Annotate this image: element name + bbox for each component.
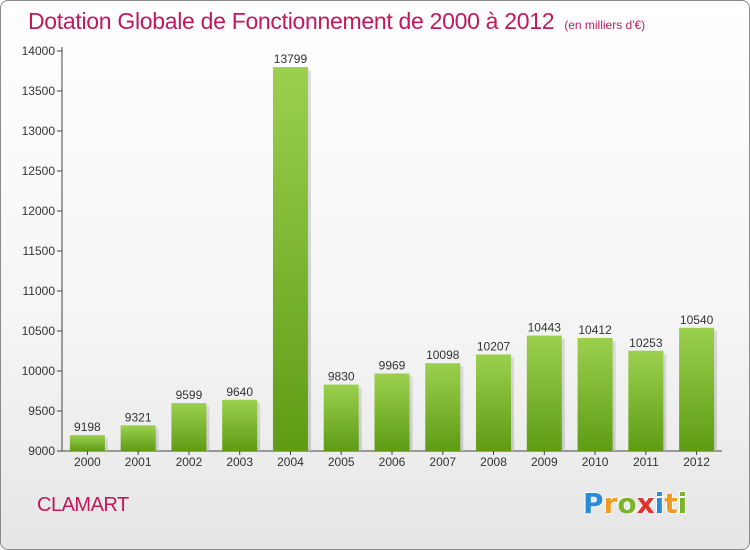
bar bbox=[222, 399, 258, 451]
commune-name: CLAMART bbox=[37, 494, 129, 516]
bar bbox=[679, 327, 715, 451]
y-tick-label: 12000 bbox=[22, 204, 56, 218]
y-tick-label: 11000 bbox=[23, 284, 56, 298]
data-label: 10253 bbox=[629, 336, 663, 350]
y-tick-label: 10000 bbox=[22, 364, 56, 378]
data-label: 9830 bbox=[328, 370, 355, 384]
proxiti-logo: Proxiti bbox=[583, 487, 687, 520]
x-tick-label: 2009 bbox=[531, 455, 558, 469]
y-tick-label: 9500 bbox=[28, 404, 55, 418]
x-tick-label: 2005 bbox=[328, 455, 355, 469]
bar bbox=[425, 363, 461, 451]
data-label: 10540 bbox=[680, 313, 714, 327]
bar bbox=[374, 373, 410, 451]
bar bbox=[323, 384, 359, 451]
data-label: 9599 bbox=[176, 388, 203, 402]
y-tick-label: 13000 bbox=[22, 124, 56, 138]
x-tick-label: 2000 bbox=[74, 455, 101, 469]
x-tick-label: 2002 bbox=[176, 455, 203, 469]
bar bbox=[120, 425, 156, 451]
x-tick-label: 2008 bbox=[480, 455, 507, 469]
logo-letter: i bbox=[677, 487, 688, 520]
bar bbox=[628, 350, 664, 451]
x-tick-label: 2004 bbox=[277, 455, 304, 469]
y-tick-label: 11500 bbox=[23, 244, 56, 258]
data-label: 9969 bbox=[379, 358, 406, 372]
unit-text: (en milliers d'€) bbox=[564, 18, 646, 32]
data-label: 9321 bbox=[125, 410, 152, 424]
bar bbox=[526, 335, 562, 451]
bar bbox=[272, 67, 308, 451]
y-tick-label: 12500 bbox=[22, 164, 56, 178]
x-tick-label: 2011 bbox=[633, 455, 659, 469]
data-label: 9198 bbox=[74, 420, 101, 434]
logo-letter: t bbox=[664, 487, 678, 520]
data-label: 10098 bbox=[426, 348, 460, 362]
chart-title: Dotation Globale de Fonctionnement de 20… bbox=[28, 8, 645, 35]
x-tick-label: 2001 bbox=[125, 455, 152, 469]
x-tick-label: 2010 bbox=[582, 455, 609, 469]
bar bbox=[476, 354, 512, 451]
data-label: 10443 bbox=[528, 321, 562, 335]
x-tick-label: 2003 bbox=[226, 455, 253, 469]
data-label: 13799 bbox=[274, 52, 308, 66]
y-tick-label: 14000 bbox=[22, 44, 56, 58]
bar bbox=[577, 338, 613, 451]
y-tick-label: 9000 bbox=[28, 444, 55, 458]
x-tick-label: 2012 bbox=[683, 455, 710, 469]
title-text: Dotation Globale de Fonctionnement de 20… bbox=[28, 8, 555, 34]
logo-letter: i bbox=[654, 487, 665, 520]
y-tick-label: 13500 bbox=[22, 84, 56, 98]
bar bbox=[171, 403, 207, 451]
logo-letter: r bbox=[603, 487, 618, 520]
data-label: 10412 bbox=[578, 323, 612, 337]
x-tick-label: 2007 bbox=[429, 455, 456, 469]
x-tick-label: 2006 bbox=[379, 455, 406, 469]
data-label: 10207 bbox=[477, 339, 511, 353]
logo-letter: P bbox=[583, 487, 604, 520]
logo-letter: x bbox=[636, 487, 655, 520]
bar bbox=[69, 435, 105, 451]
logo-letter: o bbox=[617, 487, 637, 520]
y-tick-label: 10500 bbox=[22, 324, 56, 338]
data-label: 9640 bbox=[226, 385, 253, 399]
